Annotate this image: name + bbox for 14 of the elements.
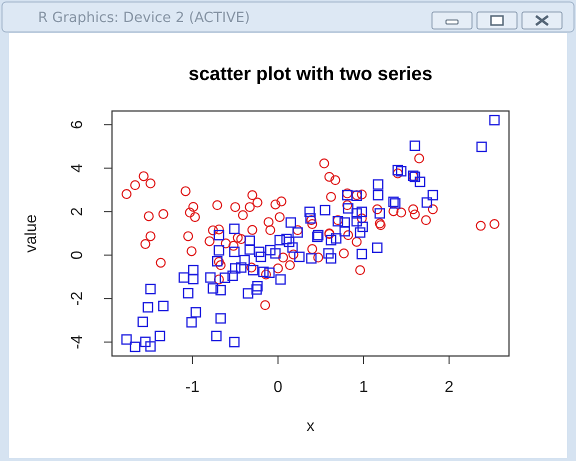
x-axis-title: x bbox=[306, 418, 314, 435]
y-tick-label: -2 bbox=[69, 291, 86, 306]
y-tick-label: 0 bbox=[69, 250, 86, 260]
x-tick-label: 0 bbox=[274, 379, 283, 396]
y-tick-label: -4 bbox=[69, 334, 86, 350]
chart-title: scatter plot with two series bbox=[188, 64, 432, 85]
text: R Graphics: Device 2 (ACTIVE) bbox=[38, 10, 250, 26]
y-tick-label: 4 bbox=[69, 164, 86, 173]
x-tick-label: 1 bbox=[359, 379, 368, 396]
y-axis-title: value bbox=[23, 214, 40, 253]
y-tick-label: 6 bbox=[69, 120, 86, 130]
y-tick-label: 2 bbox=[69, 207, 86, 216]
x-tick-label: -1 bbox=[185, 379, 200, 396]
x-tick-label: 2 bbox=[444, 379, 454, 396]
